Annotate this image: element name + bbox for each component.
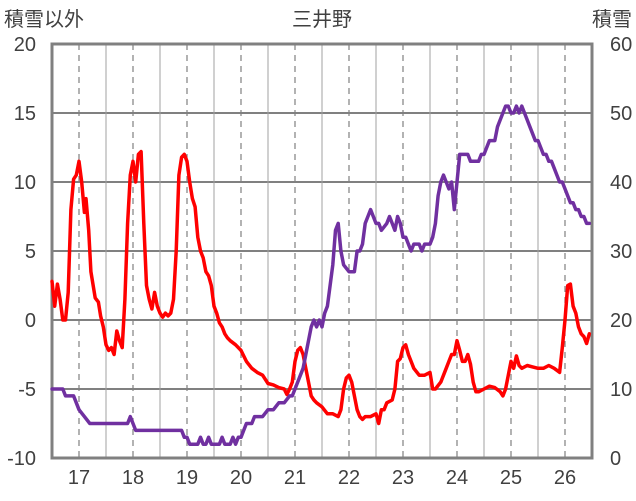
- left-tick-label: -5: [18, 379, 36, 401]
- left-tick-label: -10: [7, 448, 36, 470]
- left-tick-label: 15: [14, 103, 36, 125]
- series-line-0: [50, 149, 592, 426]
- right-tick-label: 30: [610, 241, 632, 263]
- right-tick-label: 20: [610, 310, 632, 332]
- x-tick-label: 22: [338, 467, 360, 489]
- right-tick-label: 40: [610, 172, 632, 194]
- x-tick-label: 18: [122, 467, 144, 489]
- right-tick-label: 50: [610, 103, 632, 125]
- series-line-1: [50, 104, 592, 446]
- right-axis-title: 積雪: [592, 7, 632, 31]
- x-tick-label: 23: [392, 467, 414, 489]
- plot-frame: [50, 42, 594, 460]
- x-tick-label: 26: [554, 467, 576, 489]
- right-axis-ticks: 60 50 40 30 20 10 0: [610, 34, 632, 470]
- left-tick-label: 0: [25, 310, 36, 332]
- left-axis-title: 積雪以外: [4, 7, 84, 31]
- x-tick-label: 24: [446, 467, 468, 489]
- right-tick-label: 10: [610, 379, 632, 401]
- left-tick-label: 5: [25, 241, 36, 263]
- series-layer: [50, 104, 592, 446]
- x-tick-label: 21: [284, 467, 306, 489]
- chart-title: 三井野: [292, 7, 352, 31]
- left-tick-label: 10: [14, 172, 36, 194]
- right-tick-label: 60: [610, 34, 632, 56]
- left-tick-label: 20: [14, 34, 36, 56]
- left-axis-ticks: 20 15 10 5 0 -5 -10: [7, 34, 36, 470]
- x-tick-label: 17: [68, 467, 90, 489]
- x-tick-label: 25: [500, 467, 522, 489]
- x-tick-label: 19: [176, 467, 198, 489]
- x-tick-label: 20: [230, 467, 252, 489]
- x-axis-ticks: 17 18 19 20 21 22 23 24 25 26: [68, 467, 576, 489]
- right-tick-label: 0: [610, 448, 621, 470]
